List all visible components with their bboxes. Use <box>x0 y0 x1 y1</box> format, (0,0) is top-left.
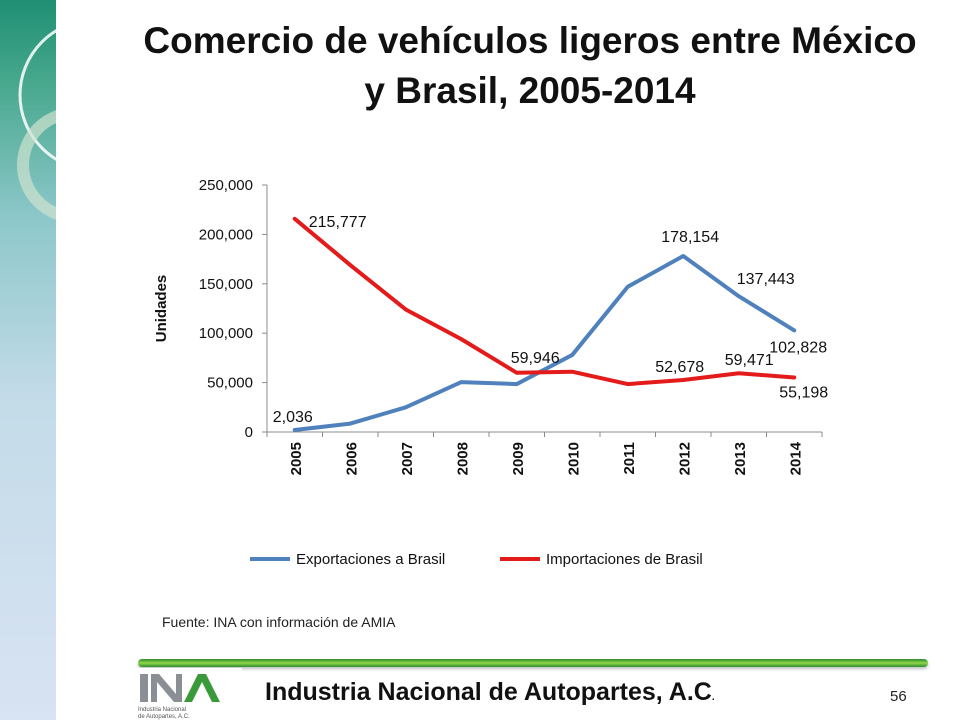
x-tick-label: 2010 <box>565 442 582 475</box>
y-tick-label: 250,000 <box>199 177 253 194</box>
data-label: 215,777 <box>309 214 367 231</box>
slide-title: Comercio de vehículos ligeros entre Méxi… <box>100 16 960 116</box>
x-tick-label: 2009 <box>510 442 527 475</box>
x-tick-label: 2006 <box>343 442 360 475</box>
ina-logo-icon: Industria Nacional de Autopartes, A.C. <box>138 674 220 720</box>
x-tick-label: 2005 <box>288 442 305 475</box>
x-tick-label: 2013 <box>732 442 749 475</box>
footer-organization-name: Industria Nacional de Autopartes, A.C. <box>265 678 715 706</box>
x-tick-label: 2011 <box>621 442 638 475</box>
data-label: 59,471 <box>725 352 774 369</box>
data-label: 178,154 <box>661 229 719 246</box>
data-label: 137,443 <box>737 271 795 288</box>
data-label: 52,678 <box>655 359 704 376</box>
logo-text-line-2: de Autopartes, A.C. <box>138 714 190 720</box>
x-tick-label: 2007 <box>399 442 416 475</box>
y-tick-label: 0 <box>245 424 253 441</box>
slide-title-line-2: y Brasil, 2005-2014 <box>364 70 696 111</box>
data-label: 55,198 <box>779 384 828 401</box>
line-chart: 0 50,000 100,000 150,000 200,000 250,000 2005 2… <box>153 177 828 568</box>
legend-entry: Exportaciones a Brasil <box>296 551 445 568</box>
x-tick-label: 2014 <box>787 441 804 475</box>
page-number: 56 <box>890 688 907 705</box>
decorative-circles-icon <box>17 29 56 220</box>
y-tick-label: 50,000 <box>207 375 253 392</box>
y-axis-title: Unidades <box>153 275 170 343</box>
x-tick-label: 2008 <box>454 442 471 475</box>
footer-divider <box>138 659 928 667</box>
footer-organization-text: Industria Nacional de Autopartes, A.C <box>265 678 712 706</box>
y-tick-label: 200,000 <box>199 226 253 243</box>
series-line-importaciones <box>292 216 797 387</box>
data-label: 102,828 <box>769 339 827 356</box>
y-tick-label: 100,000 <box>199 325 253 342</box>
logo-text-line-1: Industria Nacional <box>138 707 186 713</box>
decorative-side-band <box>0 0 56 720</box>
slide-title-line-1: Comercio de vehículos ligeros entre Méxi… <box>143 20 917 61</box>
data-label: 2,036 <box>273 409 313 426</box>
data-label: 59,946 <box>511 350 560 367</box>
source-note: Fuente: INA con información de AMIA <box>162 614 396 630</box>
y-tick-label: 150,000 <box>199 276 253 293</box>
ina-logo: Industria Nacional de Autopartes, A.C. <box>118 668 242 720</box>
series-line-exportaciones <box>292 253 797 432</box>
legend-entry: Importaciones de Brasil <box>546 551 703 568</box>
x-tick-label: 2012 <box>676 442 693 475</box>
